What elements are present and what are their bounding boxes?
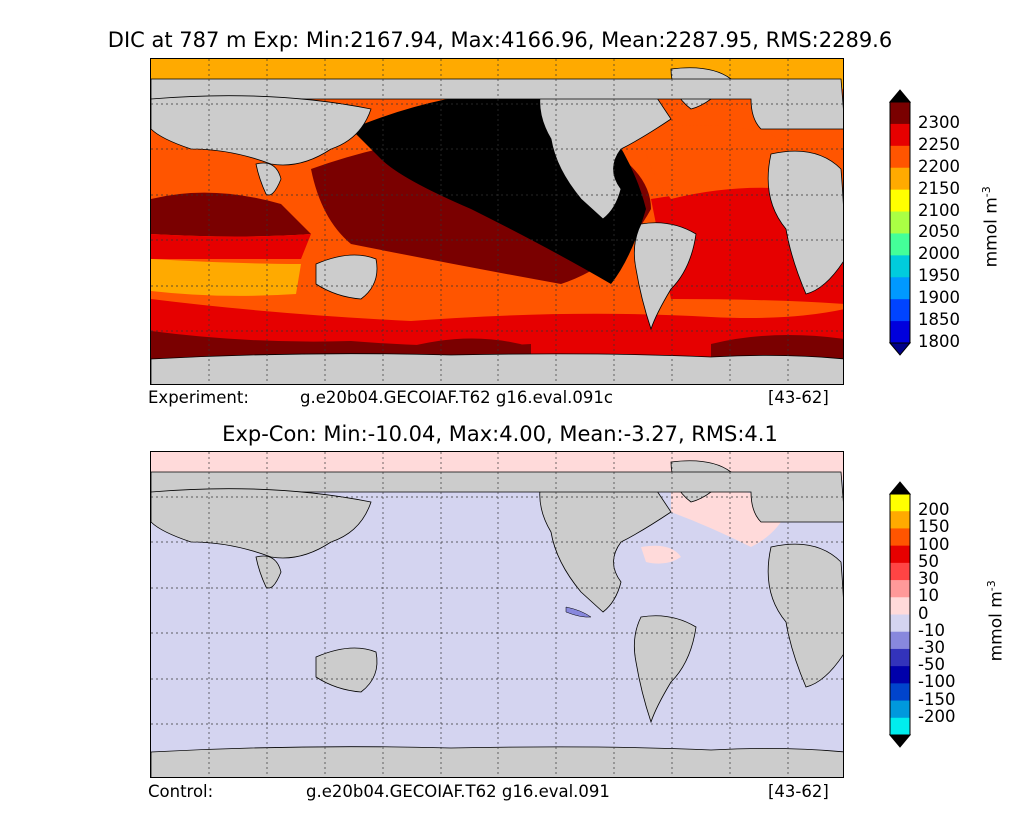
colorbar-tick-label: -150 xyxy=(918,689,956,709)
pacific-negative-patch xyxy=(565,606,592,618)
africa xyxy=(767,543,843,688)
colorbar-tick-label: 2200 xyxy=(918,156,960,176)
colorbar-swatch xyxy=(890,666,910,684)
panel2-colorbar xyxy=(888,481,912,748)
colorbar-swatch xyxy=(890,189,910,213)
indian-darkred xyxy=(151,192,311,237)
colorbar-swatch xyxy=(890,700,910,719)
south-atlantic-darkred xyxy=(711,335,843,359)
colorbar-tick-label: 2250 xyxy=(918,134,960,154)
colorbar-swatch xyxy=(890,683,910,702)
colorbar-tick-label: 2150 xyxy=(918,178,960,198)
africa xyxy=(767,150,843,295)
eurasia xyxy=(151,471,843,523)
colorbar-extend-top xyxy=(888,481,912,495)
colorbar-tick-label: -10 xyxy=(918,620,945,640)
colorbar-swatch xyxy=(890,277,910,300)
colorbar-tick-label: 1950 xyxy=(918,266,960,286)
colorbar-swatch xyxy=(890,255,910,278)
panel1-footer-left: Experiment: xyxy=(148,388,249,407)
colorbar-swatch xyxy=(890,321,910,344)
panel1-colorbar-unit: mmol m-3 xyxy=(979,186,1002,268)
panel2-map xyxy=(150,451,844,778)
panel1-title: DIC at 787 m Exp: Min:2167.94, Max:4166.… xyxy=(107,28,893,52)
india xyxy=(255,162,282,196)
indian-red xyxy=(151,234,311,259)
south-america xyxy=(633,615,697,724)
panel1-map xyxy=(150,58,844,385)
south-america xyxy=(633,222,697,331)
colorbar-swatch xyxy=(890,102,910,125)
land xyxy=(151,67,843,384)
colorbar-swatch xyxy=(890,167,910,191)
gulf-pink xyxy=(641,545,681,564)
colorbar-tick-label: 100 xyxy=(918,534,950,554)
eurasia xyxy=(151,78,843,130)
colorbar-tick-label: 0 xyxy=(918,603,929,623)
colorbar-tick-label: 1900 xyxy=(918,288,960,308)
colorbar-tick-label: 10 xyxy=(918,586,939,606)
colorbar-tick-label: 2100 xyxy=(918,200,960,220)
panel2-footer-left: Control: xyxy=(148,782,214,801)
colorbar-tick-label: 150 xyxy=(918,517,950,537)
colorbar-swatch xyxy=(890,233,910,256)
colorbar-extend-bottom xyxy=(888,734,912,748)
colorbar-swatch xyxy=(890,211,910,234)
colorbar-swatch xyxy=(890,299,910,322)
panel2-title: Exp-Con: Min:-10.04, Max:4.00, Mean:-3.2… xyxy=(222,422,778,446)
colorbar-extend-top xyxy=(888,89,912,103)
colorbar-swatch xyxy=(890,580,910,598)
colorbar-tick-label: 2000 xyxy=(918,244,960,264)
australia xyxy=(315,647,378,693)
asia xyxy=(151,488,372,559)
colorbar-tick-label: -30 xyxy=(918,637,945,657)
colorbar-swatch xyxy=(890,648,910,667)
panel2-footer-mid: g.e20b04.GECOIAF.T62 g16.eval.091 xyxy=(306,782,610,801)
colorbar-swatch xyxy=(890,123,910,147)
north-atlantic-orange xyxy=(641,125,794,199)
panel2-footer-right: [43-62] xyxy=(768,782,829,801)
australia xyxy=(315,254,378,300)
colorbar-swatch xyxy=(890,717,910,736)
panel2-colorbar-unit: mmol m-3 xyxy=(984,580,1007,662)
colorbar-swatch xyxy=(890,597,910,615)
colorbar-swatch xyxy=(890,511,910,529)
panel1-footer-mid: g.e20b04.GECOIAF.T62 g16.eval.091c xyxy=(300,388,613,407)
land xyxy=(151,460,843,777)
colorbar-tick-label: 200 xyxy=(918,500,950,520)
colorbar-tick-label: 1850 xyxy=(918,310,960,330)
colorbar-swatch xyxy=(890,631,910,650)
colorbar-swatch xyxy=(890,494,910,512)
colorbar-swatch xyxy=(890,562,910,581)
colorbar-tick-label: 30 xyxy=(918,569,939,589)
colorbar-tick-label: -50 xyxy=(918,655,945,675)
colorbar-swatch xyxy=(890,614,910,633)
colorbar-swatch xyxy=(890,528,910,547)
indian-orange xyxy=(151,259,301,296)
colorbar-extend-bottom xyxy=(888,342,912,356)
map-grid xyxy=(151,452,843,777)
colorbar-tick-label: -200 xyxy=(918,706,956,726)
colorbar-swatch xyxy=(890,545,910,564)
panel1-colorbar xyxy=(888,89,912,356)
colorbar-tick-label: 2050 xyxy=(918,222,960,242)
india xyxy=(255,555,282,589)
antarctica xyxy=(151,353,843,384)
panel1-footer-right: [43-62] xyxy=(768,388,829,407)
antarctica xyxy=(151,746,843,777)
map-grid xyxy=(151,59,843,384)
colorbar-tick-label: 1800 xyxy=(918,332,960,351)
colorbar-swatch xyxy=(890,145,910,169)
colorbar-tick-label: -100 xyxy=(918,672,956,692)
colorbar-tick-label: 2300 xyxy=(918,112,960,132)
asia xyxy=(151,95,372,166)
colorbar-tick-label: 50 xyxy=(918,551,939,571)
